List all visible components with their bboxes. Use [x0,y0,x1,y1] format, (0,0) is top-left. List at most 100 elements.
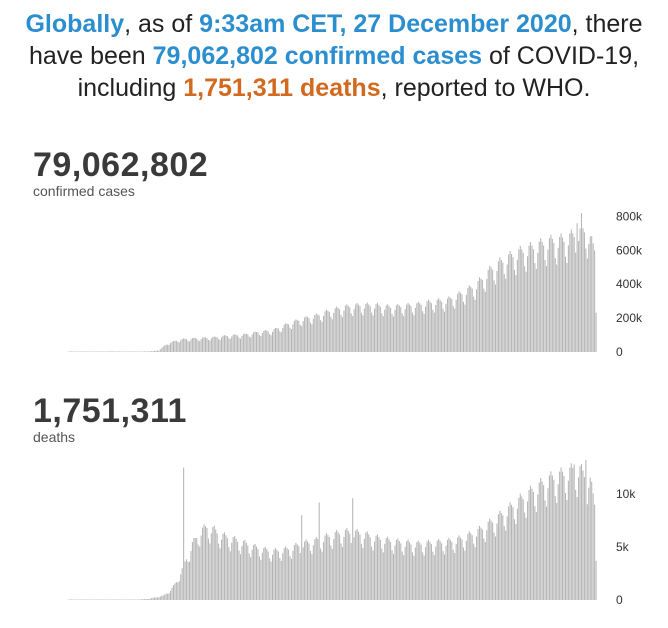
cases-y-tick-label: 800k [616,210,643,224]
cases-bar [104,351,106,352]
deaths-bar [266,549,268,600]
cases-y-tick-label: 0 [616,345,623,359]
cases-bar [346,304,348,352]
cases-bar [290,329,293,352]
deaths-bar [223,532,225,600]
cases-bar [127,351,129,352]
cases-bar [272,331,274,352]
cases-bar [197,340,199,352]
deaths-bar [404,546,406,600]
deaths-bar [114,599,116,600]
cases-bar [410,306,412,352]
cases-bar [188,341,191,352]
deaths-bar [288,549,290,600]
cases-bar [245,333,247,352]
deaths-bar [528,489,530,600]
deaths-bar [529,485,532,600]
deaths-bar [158,597,160,600]
cases-bar [253,332,255,352]
cases-bar [541,241,543,352]
deaths-bar [140,599,142,600]
deaths-bar [76,599,78,600]
cases-bar [363,308,365,352]
deaths-bar [532,491,534,600]
cases-bar [292,324,294,352]
deaths-bar [368,534,370,600]
deaths-bar [521,496,523,600]
cases-bar [159,349,161,352]
cases-bar [413,315,415,352]
cases-bar [425,306,427,352]
cases-bar [196,338,198,352]
deaths-bar [460,537,462,600]
deaths-bar [494,536,497,600]
cases-bar [327,310,329,352]
cases-bar [592,243,594,352]
deaths-bar [98,599,100,600]
cases-bar [496,270,498,352]
cases-bar [215,336,217,352]
deaths-bar [301,515,303,600]
deaths-bar [153,597,156,600]
cases-bar [107,351,109,352]
cases-bar [391,313,393,352]
deaths-bar [462,547,464,600]
cases-bar [186,339,188,352]
cases-bar [454,308,456,352]
cases-bar [110,351,112,352]
deaths-bar [497,514,499,600]
deaths-bar [344,529,346,600]
cases-bar [513,269,515,352]
deaths-bar [292,550,294,600]
cases-bar [497,261,499,352]
cases-bar [441,301,443,352]
cases-bar [591,236,593,352]
deaths-bar [323,542,325,600]
cases-bar [314,315,316,352]
cases-bar [254,331,256,352]
cases-bar [187,340,189,352]
deaths-bar [263,547,265,600]
deaths-bar [159,596,161,600]
deaths-bar [360,543,362,600]
cases-bar [213,336,215,352]
deaths-bar [411,552,413,600]
deaths-bar [187,561,189,600]
deaths-bar [458,535,460,600]
deaths-bar [283,548,285,600]
cases-bar [285,323,287,352]
cases-bar [184,338,186,352]
cases-bar [499,257,501,352]
deaths-bar [436,540,438,600]
deaths-bar [207,538,209,600]
cases-bar [221,337,223,352]
deaths-bar [308,543,310,600]
cases-bar [190,339,192,352]
cases-bar [464,304,466,352]
cases-bar [130,351,132,352]
cases-bar [343,310,345,352]
cases-bar [476,289,478,352]
deaths-bar [165,593,167,600]
cases-bar [527,256,529,352]
cases-bar [449,297,451,352]
cases-bar [538,241,540,352]
cases-bar [237,335,239,352]
deaths-bar [527,501,529,600]
deaths-bar [279,558,281,600]
cases-bar [242,334,244,352]
cases-bar [422,311,424,352]
cases-bar [392,316,395,352]
deaths-bar [232,537,234,600]
cases-bar [486,279,488,352]
deaths-bar [382,552,384,600]
deaths-bar [242,541,244,600]
cases-bar [235,334,237,352]
deaths-bar [544,500,546,600]
deaths-bar [320,548,322,600]
cases-bar [105,351,107,352]
deaths-bar [486,530,488,600]
deaths-bar [595,560,597,600]
deaths-bar [89,599,91,600]
deaths-bar [390,541,392,600]
